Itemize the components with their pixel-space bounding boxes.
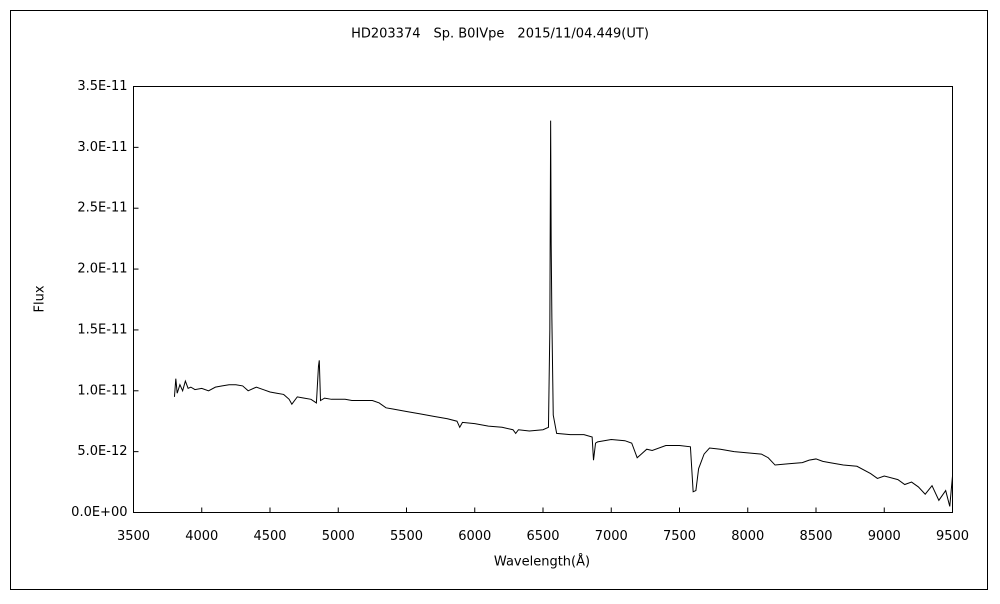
- y-tick-label: 0.0E+00: [71, 505, 127, 520]
- y-tick-label: 3.0E-11: [77, 140, 127, 155]
- x-tick-label: 4000: [185, 529, 218, 544]
- frame: [10, 10, 988, 590]
- chart-title: HD203374 Sp. B0IVpe 2015/11/04.449(UT): [351, 27, 649, 42]
- x-tick-label: 3500: [117, 529, 150, 544]
- y-tick-label: 1.0E-11: [77, 383, 127, 398]
- y-tick-label: 5.0E-12: [77, 444, 127, 459]
- x-axis-label: Wavelength(Å): [494, 554, 590, 570]
- x-tick-label: 9000: [868, 529, 901, 544]
- spectrum-line: [173, 120, 953, 507]
- x-tick-label: 4500: [253, 529, 286, 544]
- x-tick-label: 5500: [390, 529, 423, 544]
- y-tick-label: 3.5E-11: [77, 79, 127, 94]
- y-axis-label: Flux: [33, 285, 48, 312]
- x-tick-label: 6500: [526, 529, 559, 544]
- x-tick-label: 8000: [731, 529, 764, 544]
- y-tick-label: 2.5E-11: [77, 201, 127, 216]
- x-tick-label: 9500: [936, 529, 969, 544]
- y-tick-label: 2.0E-11: [77, 262, 127, 277]
- x-tick-label: 5000: [322, 529, 355, 544]
- x-tick-label: 7000: [595, 529, 628, 544]
- y-tick-label: 1.5E-11: [77, 322, 127, 337]
- x-tick-label: 6000: [458, 529, 491, 544]
- x-tick-label: 7500: [663, 529, 696, 544]
- x-tick-label: 8500: [799, 529, 832, 544]
